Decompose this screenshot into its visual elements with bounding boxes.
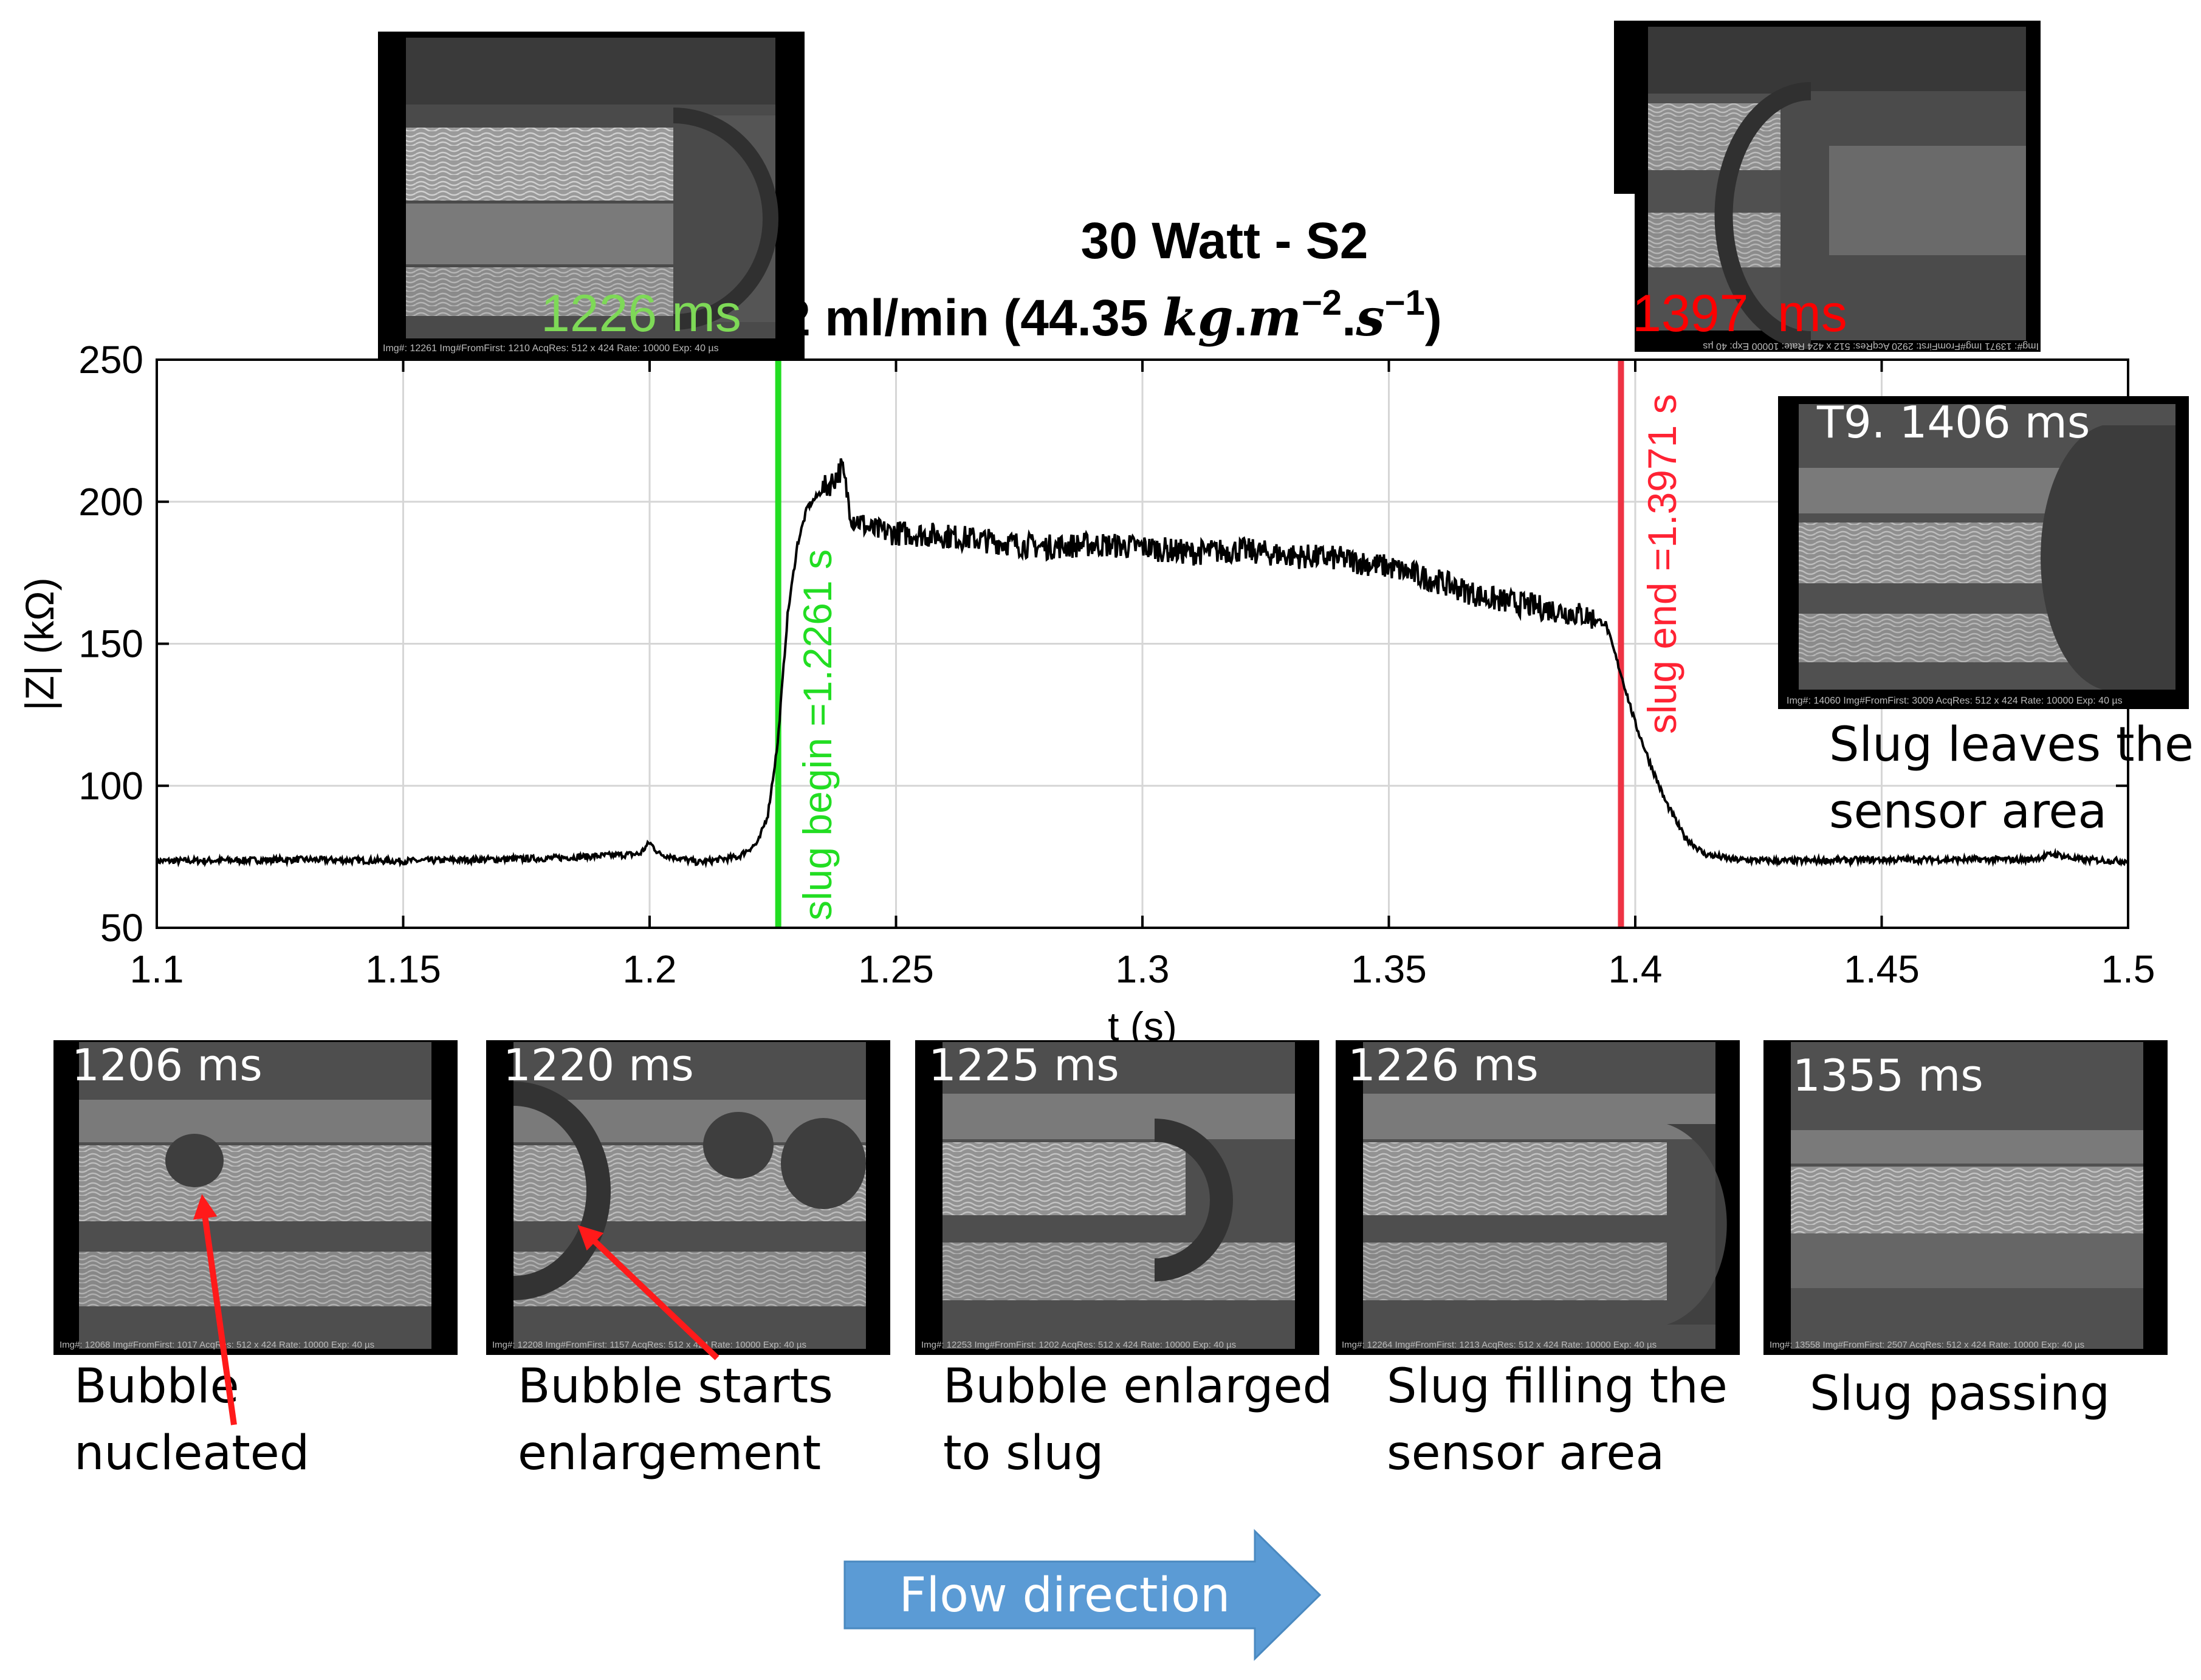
frame-caption: Img#: 12264 Img#FromFirst: 1213 AcqRes: … [1342,1340,1657,1350]
frame-1225ms-desc-line2: to slug [943,1426,1104,1481]
nucleation-pointer-arrow [193,1194,237,1425]
frame-time-label: 1355 ms [1793,1050,1983,1101]
y-axis-ticks: 50 100 150 200 250 [78,338,2128,950]
x-tick-label: 1.5 [2101,947,2155,991]
y-tick-label: 100 [78,764,143,807]
frame-caption: Img#: 12253 Img#FromFirst: 1202 AcqRes: … [921,1340,1236,1350]
x-tick-label: 1.3 [1116,947,1170,991]
frame-time-label: 1226 ms [1348,1040,1539,1091]
frame-1220ms-desc-line1: Bubble starts [518,1359,833,1414]
chart-title-line2: 2 ml/min (44.35 kg.m−2.s−1) [782,283,1442,348]
frame-1220ms: 1220 ms Img#: 12208 Img#FromFirst: 1157 … [486,1040,890,1355]
slug-end-annotation: slug end =1.3971 s [1640,394,1684,734]
frame-caption: Img#: 12261 Img#FromFirst: 1210 AcqRes: … [383,343,719,354]
chart-title-line1: 30 Watt - S2 [1081,212,1368,269]
impedance-trace [157,458,2128,868]
side-frame-description-line2: sensor area [1829,784,2107,839]
frame-1206ms-desc-line2: nucleated [74,1426,309,1481]
frame-1206ms: 1206 ms Img#: 12068 Img#FromFirst: 1017 … [53,1040,458,1355]
x-tick-label: 1.25 [858,947,934,991]
enlargement-pointer-arrow [577,1225,719,1360]
x-tick-label: 1.35 [1351,947,1427,991]
frame-1226ms-desc-line1: Slug filling the [1387,1359,1728,1414]
frame-1355ms-desc-line1: Slug passing [1810,1366,2110,1421]
frame-side: T9. 1406 ms Img#: 14060 Img#FromFirst: 3… [1778,396,2189,709]
frame-1225ms-desc-line1: Bubble enlarged [943,1359,1333,1414]
frame-1225ms: 1225 ms Img#: 12253 Img#FromFirst: 1202 … [915,1040,1319,1355]
frame-caption: Img#: 13971 Img#FromFirst: 2920 AcqRes: … [1703,341,2039,351]
y-tick-label: 250 [78,338,143,382]
frame-time-label: 1225 ms [929,1040,1119,1091]
y-tick-label: 200 [78,480,143,524]
flow-direction-label: Flow direction [899,1568,1231,1623]
frame-1226ms-desc-line2: sensor area [1387,1426,1664,1481]
frame-caption: Img#: 13558 Img#FromFirst: 2507 AcqRes: … [1770,1340,2084,1350]
frame-time-label: 1220 ms [503,1040,694,1091]
frame-time-label: T9. 1406 ms [1816,397,2090,448]
frame-top-right: Img#: 13971 Img#FromFirst: 2920 AcqRes: … [1614,21,2041,352]
x-tick-label: 1.2 [623,947,677,991]
slug-end-time-label: 1397 ms [1632,284,1847,343]
frame-caption: Img#: 12068 Img#FromFirst: 1017 AcqRes: … [60,1340,374,1350]
x-axis-ticks: 1.1 1.15 1.2 1.25 1.3 1.35 1.4 1.45 1.5 [130,360,2155,991]
y-tick-label: 50 [100,906,143,950]
frame-1206ms-desc-line1: Bubble [74,1359,239,1414]
x-tick-label: 1.1 [130,947,184,991]
frame-1226ms: 1226 ms Img#: 12264 Img#FromFirst: 1213 … [1336,1040,1740,1355]
x-tick-label: 1.15 [365,947,441,991]
marker-lines [775,360,1624,928]
slug-begin-time-label: 1226 ms [541,284,741,343]
bottom-frame-strip: 1206 ms Img#: 12068 Img#FromFirst: 1017 … [53,1040,2168,1355]
frame-caption: Img#: 14060 Img#FromFirst: 3009 AcqRes: … [1787,696,2123,706]
frame-time-label: 1206 ms [72,1040,263,1091]
x-tick-label: 1.4 [1609,947,1663,991]
frame-caption: Img#: 12208 Img#FromFirst: 1157 AcqRes: … [492,1340,806,1350]
frame-1220ms-desc-line2: enlargement [518,1426,821,1481]
flow-direction-arrow: Flow direction [843,1529,1322,1661]
frame-top-left: Img#: 12261 Img#FromFirst: 1210 AcqRes: … [378,32,805,361]
side-frame-description-line1: Slug leaves the [1829,718,2194,772]
x-tick-label: 1.45 [1844,947,1920,991]
y-tick-label: 150 [78,622,143,666]
y-axis-label: |Z| (kΩ) [17,577,62,710]
frame-1355ms: 1355 ms Img#: 13558 Img#FromFirst: 2507 … [1763,1040,2168,1355]
slug-begin-annotation: slug begin =1.2261 s [795,549,840,921]
